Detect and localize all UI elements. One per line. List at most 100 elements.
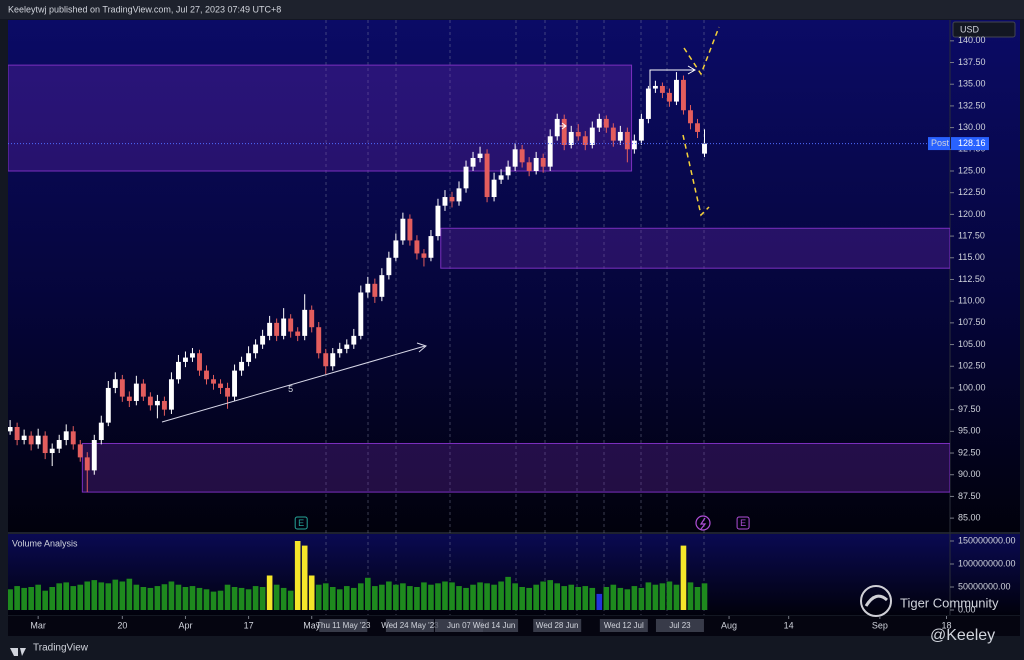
zone: [81, 442, 950, 493]
volume-bar: [694, 587, 701, 610]
x-tick-label: Sep: [872, 620, 888, 630]
candle-body: [386, 257, 392, 276]
volume-bar: [294, 541, 301, 610]
volume-bar: [666, 581, 673, 610]
y-tick-label: 105.00: [958, 339, 986, 349]
y-tick-label: 107.50: [958, 317, 986, 327]
volume-bar: [252, 586, 259, 610]
volume-bar: [49, 587, 55, 610]
candle-body: [477, 153, 483, 158]
candle-body: [70, 431, 76, 445]
time-label-bg: [470, 619, 519, 632]
candle-body: [631, 140, 637, 150]
drawings: [10, 26, 892, 656]
candle-body: [372, 283, 378, 297]
candle-body: [379, 275, 385, 297]
y-tick-label: 122.50: [958, 187, 986, 197]
candle-body: [442, 197, 448, 206]
y-tick-label: 92.50: [958, 447, 981, 457]
candle-body: [463, 166, 469, 189]
volume-bar: [14, 586, 20, 610]
volume-bar: [350, 587, 357, 610]
candle-body: [659, 85, 665, 93]
candle-body: [77, 444, 83, 458]
volume-bar: [379, 584, 385, 610]
candle-body: [274, 322, 280, 336]
watermark: Tiger Community: [900, 595, 999, 610]
candle-body: [351, 335, 357, 345]
candle-body: [666, 92, 672, 102]
volume-tick-label: 0.00: [958, 604, 976, 614]
event-label: E: [298, 518, 304, 528]
candle-body: [681, 79, 686, 111]
volume-bar: [365, 577, 371, 610]
last-price-bg: [951, 137, 989, 151]
candle-body: [575, 131, 581, 137]
candle-body: [84, 457, 90, 471]
candle-body: [295, 331, 301, 336]
candle-body: [119, 379, 125, 397]
volume-bar: [217, 590, 224, 610]
candle-body: [98, 422, 104, 441]
candle-body: [596, 118, 602, 128]
candle-body: [309, 309, 315, 328]
volume-bar: [449, 582, 455, 610]
y-tick-label: 117.50: [958, 230, 985, 240]
x-tick-label: May: [303, 620, 321, 630]
time-label: Wed 12 Jul: [604, 621, 644, 630]
volume-bar: [540, 581, 546, 610]
volume-bar: [470, 584, 476, 610]
zone: [440, 227, 950, 269]
candle-body: [428, 236, 434, 258]
volume-bar: [336, 589, 343, 610]
candle-body: [154, 400, 160, 406]
time-label-bg: [655, 619, 704, 632]
y-tick-label: 120.00: [958, 209, 986, 219]
candle-body: [218, 383, 223, 388]
volume-bar: [610, 584, 617, 610]
candle-body: [267, 322, 273, 336]
candle-body: [470, 157, 476, 167]
candle-body: [225, 387, 230, 397]
volume-bar: [477, 582, 483, 610]
candle-body: [63, 431, 69, 441]
volume-bar: [631, 586, 638, 610]
volume-bar: [386, 581, 392, 610]
candle-body: [393, 240, 399, 258]
candle-body: [358, 292, 364, 336]
volume-bar: [624, 589, 631, 610]
event-marker: [294, 516, 308, 530]
candle-body: [323, 353, 329, 367]
candle-body: [330, 353, 336, 367]
volume-bar: [210, 591, 217, 610]
x-tick-label: Apr: [178, 620, 192, 630]
volume-bar: [161, 584, 168, 610]
time-label-bg: [599, 619, 648, 632]
volume-bar: [35, 584, 41, 610]
volume-bar: [175, 584, 182, 610]
volume-bar: [393, 584, 399, 610]
y-tick-label: 140.00: [958, 35, 986, 45]
y-tick-label: 85.00: [958, 512, 981, 522]
time-label: Jul 23: [669, 621, 691, 630]
candle-body: [624, 131, 630, 150]
x-tick-label: 18: [941, 620, 951, 630]
volume-bar: [63, 582, 70, 610]
volume-bar: [582, 586, 589, 610]
post-label-bg: [928, 137, 950, 151]
volume-bar: [343, 586, 350, 610]
volume-bar: [589, 587, 596, 610]
volume-bar: [56, 583, 63, 610]
candle-body: [638, 118, 644, 141]
candle-body: [491, 179, 497, 198]
volume-bar: [196, 587, 203, 610]
candle-body: [147, 396, 153, 406]
volume-bar: [329, 587, 336, 610]
volume-bar: [505, 576, 511, 610]
candle-body: [302, 309, 308, 336]
author: @Keeley: [930, 627, 995, 644]
x-tick-label: Mar: [30, 620, 46, 630]
x-tick-label: 14: [784, 620, 794, 630]
volume-bar: [189, 586, 196, 610]
